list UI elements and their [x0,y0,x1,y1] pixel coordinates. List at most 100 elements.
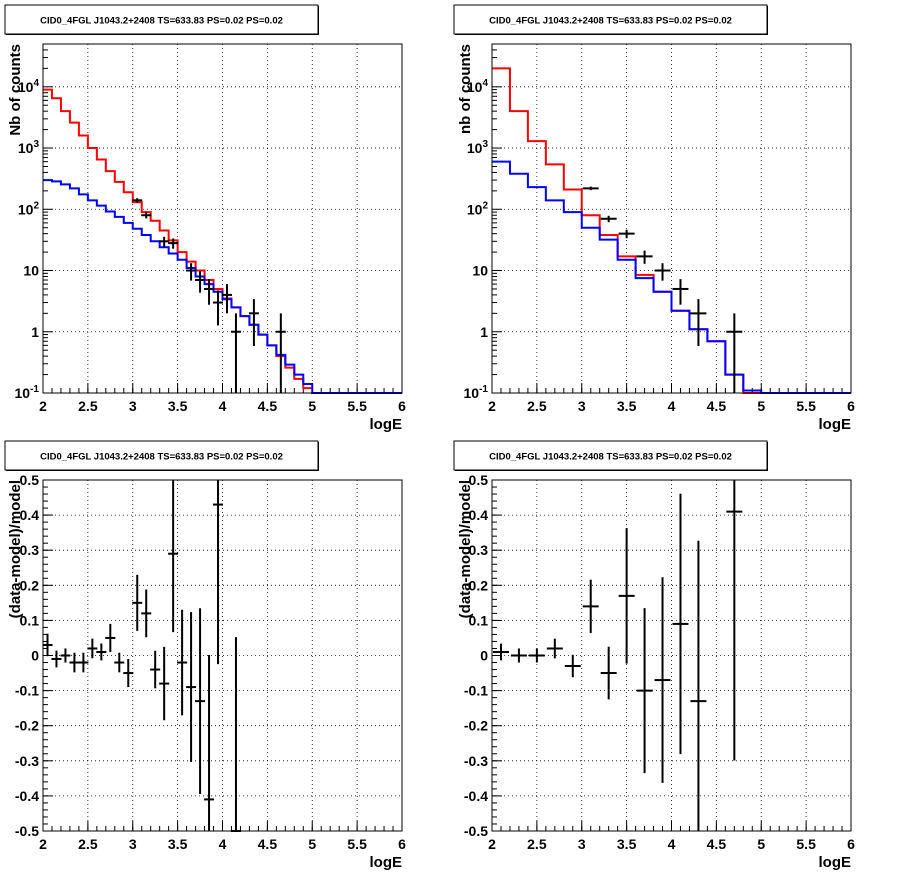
data-point [564,654,581,678]
y-tick-label: 0.5 [469,472,489,488]
panel-2: 2 2.5 3 3.5 4 4.5 5 5.5 6 10-1 1 10 102 103 104 CID0_4F… [453,4,855,433]
data-point [726,480,743,761]
data-point [248,299,259,346]
x-tick-label: 4.5 [707,836,727,852]
data-point [690,540,707,831]
panel-3: 2 2.5 3 3.5 4 4.5 5 5.5 6 -0.5 -0.4 -0.3 -0.2 -0.1 0 0.… [4,440,406,871]
chart-title: CID0_4FGL J1043.2+2408 TS=633.83 PS=0.02… [489,452,732,463]
data-point [42,633,53,657]
data-point [51,650,62,668]
data-point [204,654,215,831]
x-tick-label: 4 [219,836,227,852]
data-point [672,279,689,305]
histogram-line [43,179,402,394]
x-tick-label: 4.5 [258,398,278,414]
x-tick-label: 4 [668,836,676,852]
x-tick-label: 2 [39,398,47,414]
data-point [78,652,89,673]
x-tick-label: 3.5 [617,398,637,414]
plot-frame [42,43,403,394]
x-tick-label: 4 [219,398,227,414]
histogram-line [43,88,313,390]
x-tick-label: 2.5 [527,398,547,414]
y-tick-label: -0.1 [15,683,39,699]
title-box [453,4,768,35]
y-tick-label: 0.3 [20,542,40,558]
panel-1: 2 2.5 3 3.5 4 4.5 5 5.5 6 10-1 1 10 102 103 104 CID0_4F… [4,4,406,433]
data-point [168,238,179,249]
x-tick-label: 5 [757,398,765,414]
data-point [159,236,170,247]
chart-title: CID0_4FGL J1043.2+2408 TS=633.83 PS=0.02… [40,452,283,463]
data-point [195,271,206,293]
y-axis-title: (data-model)/model [7,480,24,618]
data-point [123,659,134,688]
y-tick-label: 0.1 [469,612,489,628]
data-point [177,609,188,716]
x-tick-label: 2 [488,398,496,414]
y-tick-label: 103 [18,139,40,156]
x-tick-label: 3 [578,836,586,852]
x-tick-label: 6 [398,398,406,414]
chart-title: CID0_4FGL J1043.2+2408 TS=633.83 PS=0.02… [40,16,283,27]
y-tick-label: 0.5 [20,472,40,488]
y-tick-label: -0.3 [15,753,39,769]
data-point [636,608,653,774]
data-point [636,250,653,264]
data-point [230,637,241,832]
x-tick-label: 2.5 [78,836,98,852]
y-tick-label: 0.2 [20,577,40,593]
y-tick-label: 10-1 [15,384,40,401]
y-tick-label: -0.4 [15,788,39,804]
title-box [453,440,768,471]
data-point [582,579,599,634]
x-tick-label: 3 [578,398,586,414]
data-point [168,480,179,633]
y-tick-label: 103 [467,139,489,156]
x-tick-label: 6 [847,836,855,852]
x-tick-label: 5.5 [796,398,816,414]
y-tick-label: -0.5 [464,823,488,839]
plot-frame [491,479,852,832]
data-point [528,648,545,663]
data-point [141,212,152,219]
y-axis-title: nb of counts [457,44,474,134]
data-point [618,229,635,239]
data-point [221,284,232,314]
y-tick-label: 10-1 [464,384,489,401]
x-tick-label: 2 [488,836,496,852]
y-tick-label: 0.4 [469,507,489,523]
data-point [186,263,197,281]
histogram-line [492,160,851,394]
x-tick-label: 3 [129,836,137,852]
data-point [672,493,689,755]
data-point [132,574,143,631]
x-tick-label: 3.5 [168,836,188,852]
data-point [213,290,224,326]
data-point [114,652,125,673]
data-point [69,652,80,673]
y-tick-label: -0.2 [464,718,488,734]
x-tick-label: 5 [308,836,316,852]
y-tick-label: -0.3 [464,753,488,769]
data-point [493,643,509,661]
y-tick-label: 104 [18,78,40,95]
x-tick-label: 4.5 [707,398,727,414]
data-point [60,648,71,663]
data-point [159,646,170,721]
y-tick-label: -0.5 [15,823,39,839]
data-point [213,480,224,665]
data-point [150,650,161,689]
title-box [4,4,319,35]
data-point [600,215,617,223]
x-tick-label: 6 [847,398,855,414]
x-axis-title: logE [370,854,403,871]
y-tick-label: 102 [467,200,489,217]
x-tick-label: 5 [757,836,765,852]
data-point [654,577,671,783]
y-tick-label: 0.4 [20,507,40,523]
x-tick-label: 4.5 [258,836,278,852]
data-point [582,186,599,191]
y-tick-label: 1 [480,324,488,340]
